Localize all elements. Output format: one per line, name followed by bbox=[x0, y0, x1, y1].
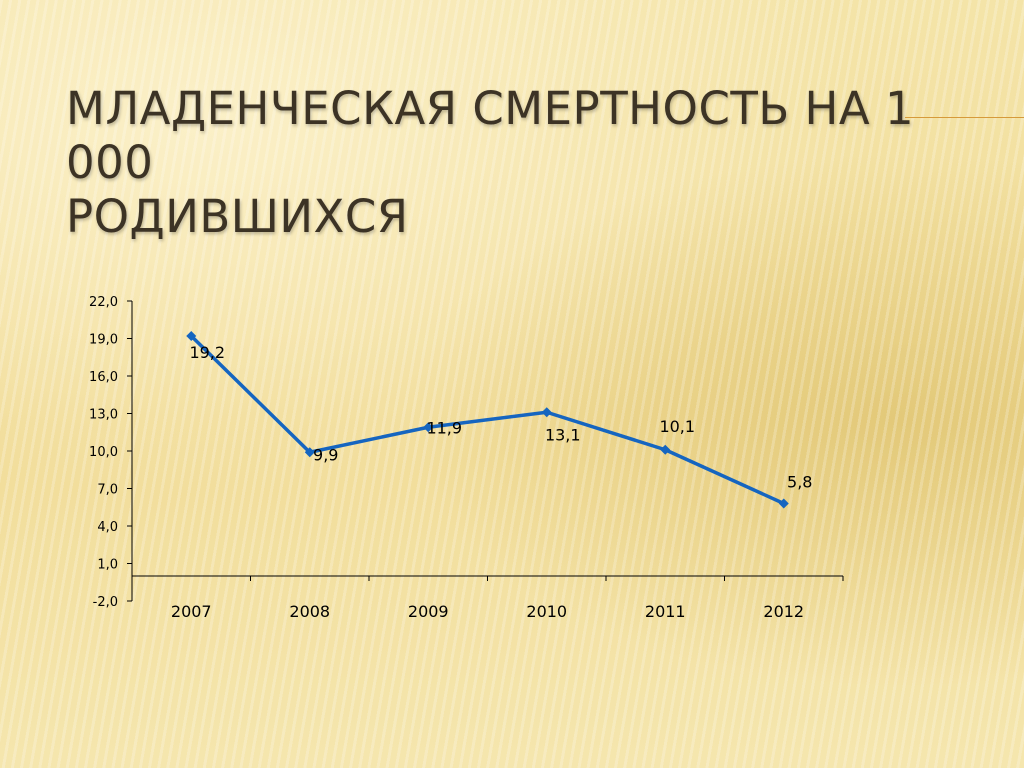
data-label: 13,1 bbox=[545, 425, 581, 444]
y-tick-label: 1,0 bbox=[97, 558, 118, 573]
data-point-marker bbox=[304, 447, 315, 458]
y-tick-label: -2,0 bbox=[93, 595, 118, 610]
slide-title-line-2: родившихся bbox=[66, 190, 409, 243]
x-category-label: 2009 bbox=[408, 602, 449, 621]
data-point-marker bbox=[660, 444, 671, 455]
y-tick-label: 10,0 bbox=[89, 445, 118, 460]
y-tick-label: 7,0 bbox=[97, 483, 118, 498]
x-category-label: 2011 bbox=[645, 602, 686, 621]
x-category-label: 2012 bbox=[763, 602, 804, 621]
x-category-label: 2007 bbox=[171, 602, 212, 621]
data-point-marker bbox=[541, 407, 552, 418]
y-tick-label: 19,0 bbox=[89, 333, 118, 348]
y-tick-label: 16,0 bbox=[89, 370, 118, 385]
data-label: 10,1 bbox=[659, 417, 695, 436]
x-category-label: 2008 bbox=[289, 602, 330, 621]
data-label: 19,2 bbox=[189, 343, 225, 362]
data-point-marker bbox=[423, 422, 434, 433]
slide-title-line-1: Младенческая смертность на 1 000 bbox=[66, 82, 915, 189]
data-point-marker bbox=[186, 331, 197, 341]
data-label: 11,9 bbox=[426, 418, 462, 437]
data-label: 9,9 bbox=[313, 445, 338, 464]
y-tick-label: 13,0 bbox=[89, 408, 118, 423]
title-accent-rule bbox=[905, 117, 1024, 118]
y-tick-label: 22,0 bbox=[89, 295, 118, 310]
data-label: 5,8 bbox=[787, 473, 812, 492]
data-point-marker bbox=[778, 498, 789, 509]
slide-title: Младенческая смертность на 1 000 родивши… bbox=[66, 82, 966, 244]
y-tick-label: 4,0 bbox=[97, 520, 118, 535]
x-category-label: 2010 bbox=[526, 602, 567, 621]
series-line bbox=[190, 334, 785, 506]
